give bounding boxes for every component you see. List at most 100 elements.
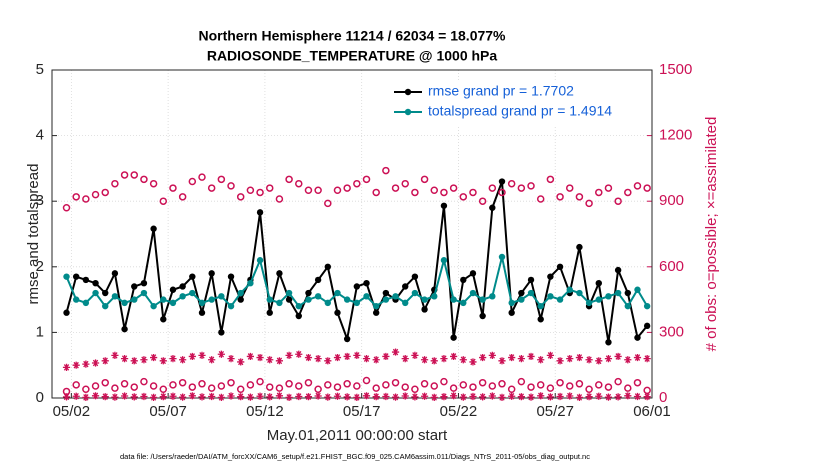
point bbox=[624, 289, 632, 297]
point bbox=[102, 302, 109, 310]
point bbox=[275, 392, 284, 400]
point bbox=[450, 296, 457, 303]
point bbox=[488, 351, 496, 359]
legend-marker bbox=[404, 88, 412, 96]
point bbox=[178, 193, 187, 201]
point bbox=[275, 357, 284, 365]
point bbox=[111, 384, 119, 392]
point bbox=[217, 393, 225, 401]
point bbox=[547, 273, 554, 280]
point bbox=[227, 302, 235, 310]
point bbox=[353, 179, 361, 188]
point bbox=[295, 350, 303, 358]
point bbox=[546, 175, 555, 184]
point bbox=[159, 357, 167, 365]
x-tick-label: 06/01 bbox=[633, 403, 671, 420]
point bbox=[440, 377, 448, 386]
point bbox=[585, 385, 593, 394]
point bbox=[537, 356, 545, 364]
legend-marker bbox=[404, 108, 412, 116]
point bbox=[498, 357, 506, 365]
point bbox=[92, 280, 99, 287]
point bbox=[140, 377, 148, 386]
point bbox=[614, 289, 622, 297]
point bbox=[614, 266, 622, 274]
plot-frame bbox=[51, 69, 653, 399]
point bbox=[82, 195, 90, 203]
point bbox=[160, 296, 167, 303]
point bbox=[305, 289, 312, 297]
point bbox=[256, 377, 264, 386]
point bbox=[469, 289, 477, 297]
point bbox=[634, 286, 641, 293]
point bbox=[440, 202, 448, 209]
point bbox=[382, 289, 390, 297]
y2-tick-label: 900 bbox=[659, 192, 684, 209]
point bbox=[276, 299, 283, 307]
point bbox=[604, 184, 613, 192]
point bbox=[343, 296, 351, 303]
point bbox=[333, 392, 342, 400]
point bbox=[236, 385, 245, 394]
point bbox=[391, 184, 400, 192]
point bbox=[546, 351, 554, 359]
point bbox=[333, 383, 342, 391]
point bbox=[304, 186, 313, 195]
point bbox=[295, 382, 303, 390]
point bbox=[460, 299, 467, 307]
point bbox=[160, 316, 167, 323]
point bbox=[343, 380, 351, 388]
point bbox=[372, 188, 380, 197]
point bbox=[411, 188, 419, 197]
point bbox=[430, 186, 439, 195]
y2-tick-label: 1500 bbox=[659, 61, 692, 78]
point bbox=[295, 179, 303, 188]
point bbox=[479, 296, 486, 303]
point bbox=[633, 378, 642, 387]
x-tick-label: 05/22 bbox=[440, 403, 478, 420]
point bbox=[91, 382, 100, 390]
point bbox=[198, 380, 206, 388]
point bbox=[169, 286, 177, 293]
point bbox=[92, 289, 99, 297]
point bbox=[130, 357, 138, 365]
point bbox=[120, 171, 129, 179]
point bbox=[469, 358, 477, 366]
point bbox=[149, 179, 158, 188]
point bbox=[479, 353, 487, 362]
point bbox=[469, 188, 477, 197]
legend-label: rmse grand pr = 1.7702 bbox=[428, 83, 574, 99]
point bbox=[343, 335, 351, 343]
point bbox=[276, 270, 283, 277]
point bbox=[178, 378, 187, 387]
point bbox=[382, 166, 390, 175]
point bbox=[62, 393, 71, 401]
point bbox=[256, 392, 264, 400]
point bbox=[217, 175, 226, 184]
point bbox=[236, 193, 245, 201]
point bbox=[633, 182, 642, 190]
point bbox=[498, 178, 506, 185]
point bbox=[508, 299, 515, 307]
point bbox=[402, 299, 409, 307]
point bbox=[449, 384, 458, 392]
point bbox=[478, 378, 487, 387]
point bbox=[102, 289, 109, 297]
point bbox=[130, 383, 139, 391]
point bbox=[643, 184, 651, 192]
point bbox=[304, 353, 313, 362]
point bbox=[498, 380, 506, 388]
point bbox=[189, 289, 196, 297]
point bbox=[604, 383, 613, 391]
point bbox=[314, 276, 322, 284]
y-tick-label: 4 bbox=[36, 127, 44, 144]
point bbox=[595, 381, 603, 389]
point bbox=[614, 393, 622, 401]
point bbox=[537, 392, 545, 400]
point bbox=[275, 384, 284, 392]
point bbox=[527, 383, 535, 391]
point bbox=[188, 352, 196, 361]
point bbox=[575, 393, 584, 401]
point bbox=[643, 393, 651, 401]
point bbox=[527, 289, 535, 297]
